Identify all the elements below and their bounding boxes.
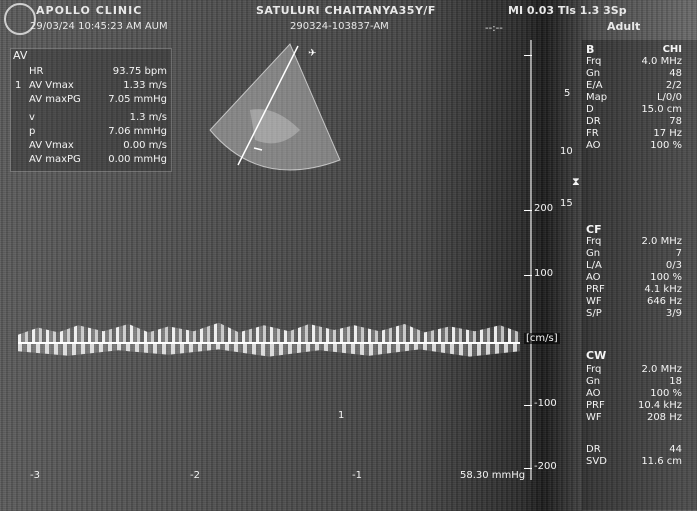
exam-datetime: 29/03/24 10:45:23 AM AUM — [30, 21, 168, 32]
scan-preset-sp: 3Sp — [603, 4, 627, 17]
cw-param-row: PRF 10.4 kHz — [586, 400, 682, 411]
header-bar: APOLLO CLINIC 29/03/24 10:45:23 AM AUM S… — [0, 0, 697, 40]
clinic-logo-icon — [4, 3, 36, 35]
patient-name: SATULURI CHAITANYA35Y/F — [256, 4, 436, 17]
measurement-row: HR 93.75 bpm — [29, 66, 167, 77]
measurement-panel: AV HR 93.75 bpm 1 AV Vmax 1.33 m/s AV ma… — [10, 48, 172, 172]
b-mode-chi: CHI — [662, 44, 682, 55]
b-param-row: E/A 2/2 — [586, 80, 682, 91]
velocity-scale: 5 10 15 200 100 -100 -200 — [520, 40, 578, 480]
time-tick-label: -1 — [352, 470, 362, 481]
velocity-tick — [524, 468, 532, 469]
b-mode-sector-image: ✈ — [209, 43, 341, 171]
velocity-unit-label: [cm/s] — [524, 333, 560, 344]
cf-param-row: Frq 2.0 MHz — [586, 236, 682, 247]
cw-param-row: AO 100 % — [586, 388, 682, 399]
depth-label: 5 — [564, 88, 571, 99]
time-axis: -3 -2 -1 — [0, 470, 520, 486]
b-param-row: AO 100 % — [586, 140, 682, 151]
time-tick-label: -3 — [30, 470, 40, 481]
cf-param-row: S/P 3/9 — [586, 308, 682, 319]
measurement-row: v 1.3 m/s — [29, 112, 167, 123]
doppler-baseline[interactable] — [18, 342, 520, 344]
cf-param-row: AO 100 % — [586, 272, 682, 283]
cf-param-row: PRF 4.1 kHz — [586, 284, 682, 295]
velocity-tick — [524, 405, 532, 406]
cw-param-row: DR 44 — [586, 444, 682, 455]
b-param-row: D 15.0 cm — [586, 104, 682, 115]
cw-mode-title: CW — [586, 349, 607, 362]
cf-param-row: WF 646 Hz — [586, 296, 682, 307]
mechanical-index: MI 0.03 TIs 1.3 3Sp — [508, 4, 627, 17]
velocity-tick-label: -100 — [534, 398, 557, 409]
b-param-row: FR 17 Hz — [586, 128, 682, 139]
depth-label: 15 — [560, 198, 573, 209]
focus-marker-icon[interactable]: ⧗ — [572, 175, 580, 188]
clinic-name: APOLLO CLINIC — [36, 4, 143, 17]
cf-mode-title: CF — [586, 223, 602, 236]
time-tick-label: -2 — [190, 470, 200, 481]
b-param-row: Gn 48 — [586, 68, 682, 79]
cw-cursor-line[interactable] — [237, 45, 299, 166]
velocity-tick-label: -200 — [534, 461, 557, 472]
b-param-row: DR 78 — [586, 116, 682, 127]
depth-label: 10 — [560, 146, 573, 157]
velocity-tick — [524, 275, 532, 276]
preset-label: Adult — [607, 20, 641, 33]
b-param-row: Map L/0/0 — [586, 92, 682, 103]
velocity-tick-label: 200 — [534, 203, 554, 214]
measurement-marker[interactable]: 1 — [338, 410, 345, 421]
sample-gate-icon[interactable] — [253, 147, 263, 151]
cw-param-row: WF 208 Hz — [586, 412, 682, 423]
cf-param-row: L/A 0/3 — [586, 260, 682, 271]
cw-param-row: Gn 18 — [586, 376, 682, 387]
study-id: 290324-103837-AM — [290, 21, 389, 32]
measurement-row: AV maxPG 7.05 mmHg — [29, 94, 167, 105]
velocity-tick — [524, 210, 532, 211]
measurement-row: 1 AV Vmax 1.33 m/s — [15, 80, 167, 91]
depth-tick — [524, 55, 532, 56]
pressure-readout: 58.30 mmHg — [460, 470, 526, 481]
measurement-row: AV Vmax 0.00 m/s — [29, 140, 167, 151]
velocity-axis-line — [530, 40, 532, 480]
cw-param-row: SVD 11.6 cm — [586, 456, 682, 467]
b-mode-title: B — [586, 43, 595, 56]
probe-orientation-icon: ✈ — [308, 48, 316, 59]
velocity-tick-label: 100 — [534, 268, 554, 279]
b-param-row: Frq 4.0 MHz — [586, 56, 682, 67]
cf-param-row: Gn 7 — [586, 248, 682, 259]
measurement-panel-title: AV — [13, 49, 28, 62]
cursor-readout: --:-- — [485, 23, 503, 34]
measurement-row: AV maxPG 0.00 mmHg — [29, 154, 167, 165]
cw-param-row: Frq 2.0 MHz — [586, 364, 682, 375]
measurement-row: p 7.06 mmHg — [29, 126, 167, 137]
